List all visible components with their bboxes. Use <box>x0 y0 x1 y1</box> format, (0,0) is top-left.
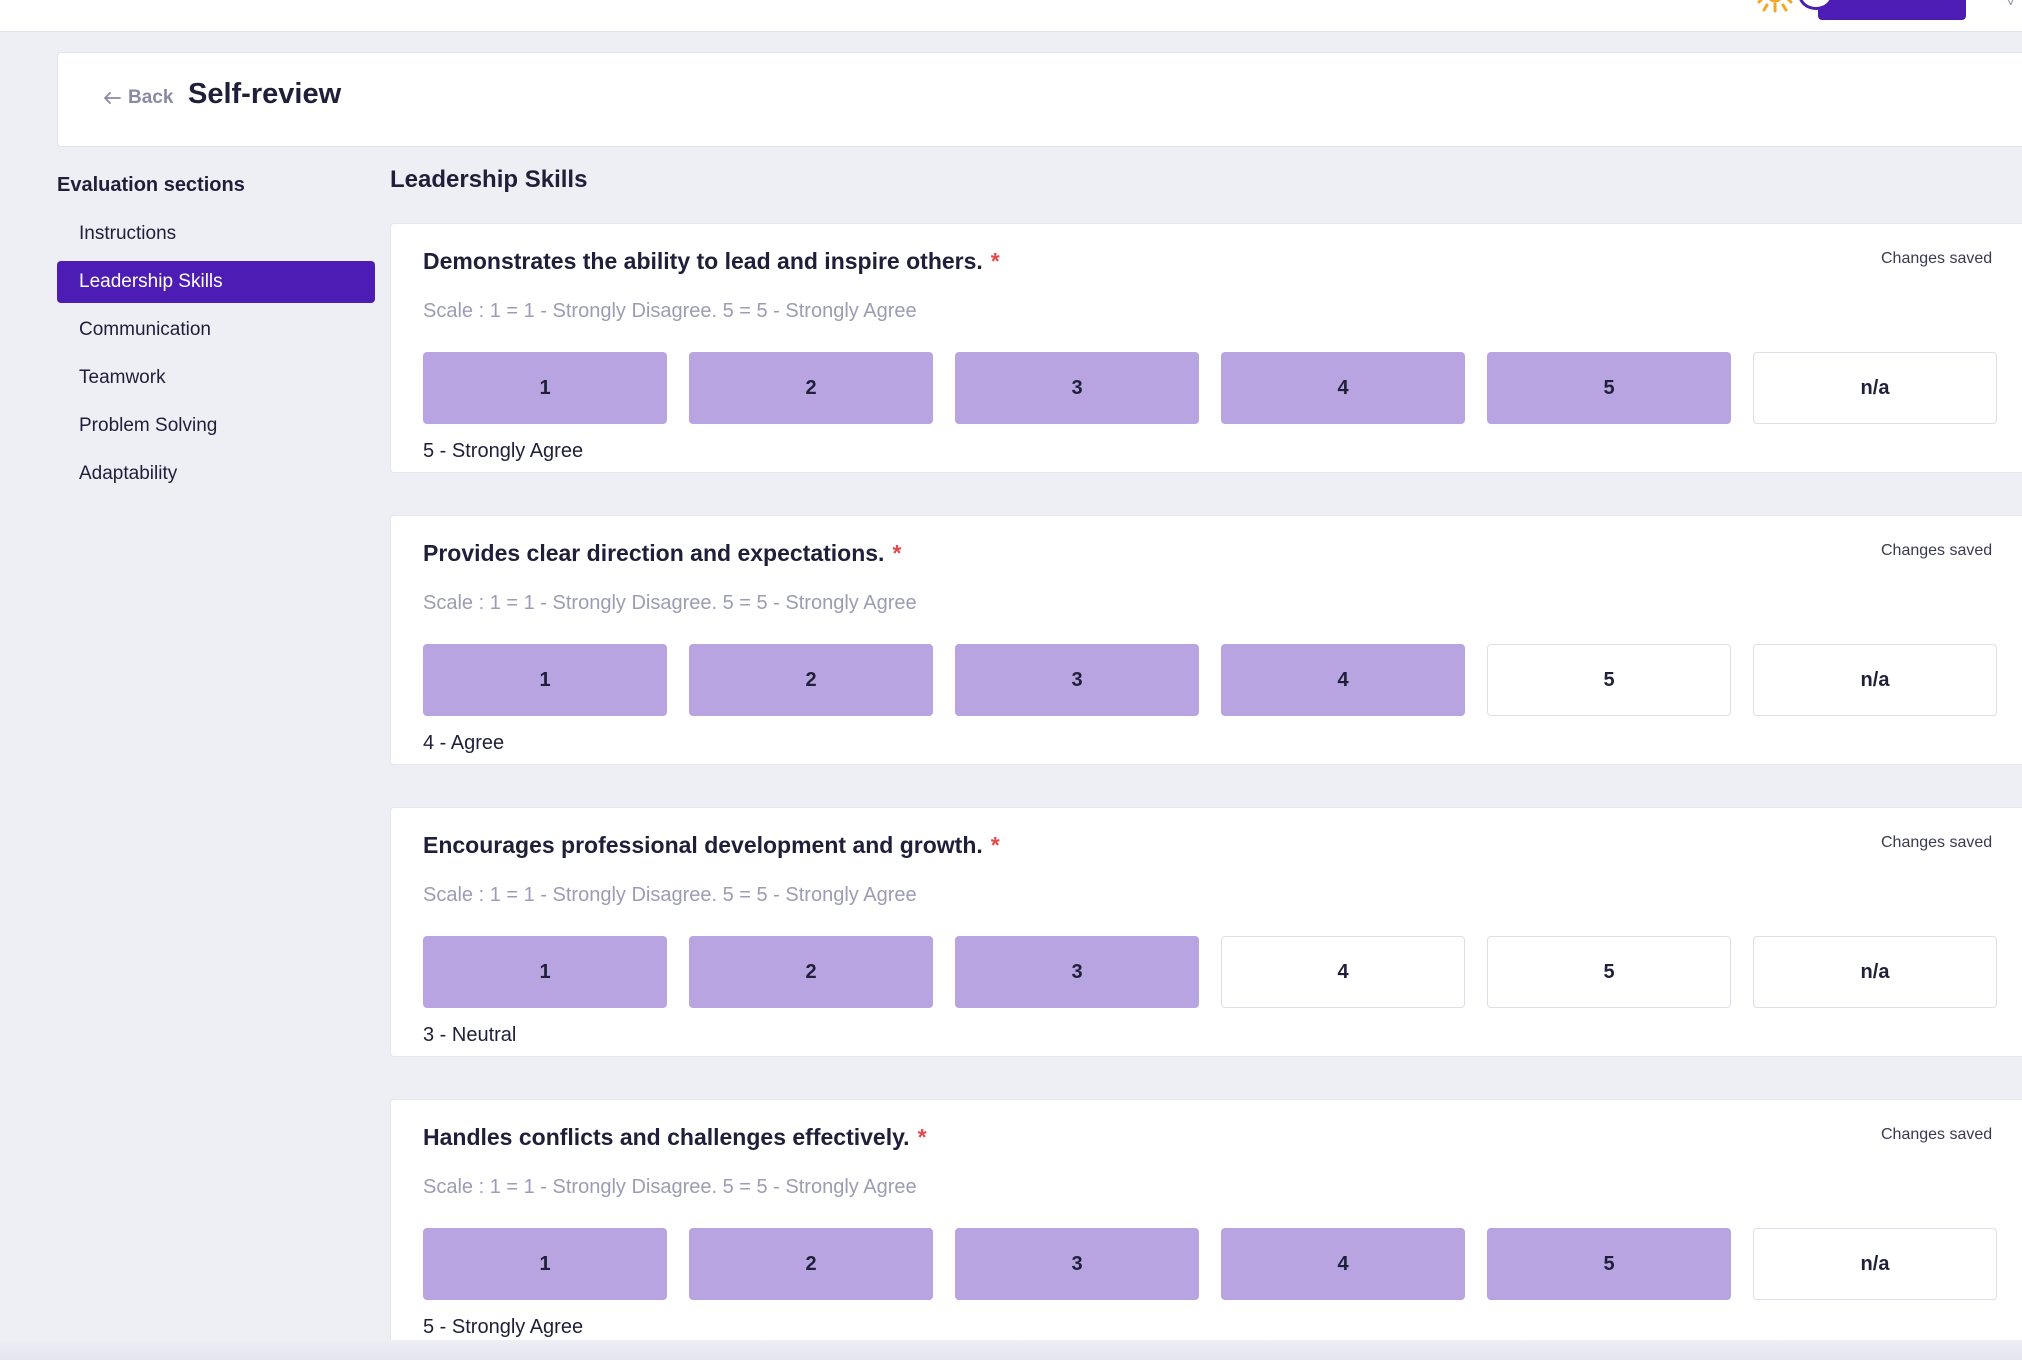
sidebar-item-adaptability[interactable]: Adaptability <box>79 463 178 484</box>
section-title: Leadership Skills <box>390 166 588 193</box>
sidebar-item-teamwork[interactable]: Teamwork <box>79 367 166 388</box>
selected-rating-label: 4 - Agree <box>423 732 505 754</box>
selected-rating-label: 3 - Neutral <box>423 1024 517 1046</box>
rating-option-1[interactable]: 1 <box>423 644 667 716</box>
back-label: Back <box>128 87 174 108</box>
rating-options: 1 2 3 4 5 n/a <box>423 644 2022 716</box>
arrow-left-icon <box>104 92 121 104</box>
selected-rating-label: 5 - Strongly Agree <box>423 440 584 462</box>
sun-icon[interactable] <box>1757 0 1793 14</box>
rating-option-4[interactable]: 4 <box>1221 1228 1465 1300</box>
rating-option-3[interactable]: 3 <box>955 352 1199 424</box>
required-marker: * <box>990 832 1000 858</box>
evaluation-sections-sidebar: Evaluation sections Instructions Leaders… <box>57 170 375 501</box>
sidebar-item-instructions[interactable]: Instructions <box>79 223 177 244</box>
rating-option-5[interactable]: 5 <box>1487 1228 1731 1300</box>
rating-option-2[interactable]: 2 <box>689 1228 933 1300</box>
rating-option-5[interactable]: 5 <box>1487 352 1731 424</box>
top-bar: ˅ <box>0 0 2022 32</box>
scale-description: Scale : 1 = 1 - Strongly Disagree. 5 = 5… <box>423 884 917 906</box>
question-title: Provides clear direction and expectation… <box>423 540 901 567</box>
rating-option-2[interactable]: 2 <box>689 352 933 424</box>
page-header: Back Self-review <box>57 52 2022 147</box>
rating-options: 1 2 3 4 5 n/a <box>423 352 2022 424</box>
question-card: Handles conflicts and challenges effecti… <box>390 1099 2022 1349</box>
question-text: Encourages professional development and … <box>423 832 983 858</box>
rating-options: 1 2 3 4 5 n/a <box>423 936 2022 1008</box>
scale-description: Scale : 1 = 1 - Strongly Disagree. 5 = 5… <box>423 592 917 614</box>
save-status: Changes saved <box>1881 834 1993 851</box>
rating-option-3[interactable]: 3 <box>955 644 1199 716</box>
question-card: Encourages professional development and … <box>390 807 2022 1057</box>
rating-option-na[interactable]: n/a <box>1753 1228 1997 1300</box>
selected-rating-label: 5 - Strongly Agree <box>423 1316 584 1338</box>
sidebar-item-communication[interactable]: Communication <box>79 319 211 340</box>
question-text: Provides clear direction and expectation… <box>423 540 885 566</box>
question-title: Demonstrates the ability to lead and ins… <box>423 248 1000 275</box>
rating-option-3[interactable]: 3 <box>955 936 1199 1008</box>
rating-option-4[interactable]: 4 <box>1221 644 1465 716</box>
save-status: Changes saved <box>1881 1126 1993 1143</box>
rating-option-1[interactable]: 1 <box>423 1228 667 1300</box>
question-card: Provides clear direction and expectation… <box>390 515 2022 765</box>
question-card: Demonstrates the ability to lead and ins… <box>390 223 2022 473</box>
rating-option-4[interactable]: 4 <box>1221 352 1465 424</box>
rating-option-5[interactable]: 5 <box>1487 644 1731 716</box>
sidebar-heading: Evaluation sections <box>57 174 245 196</box>
rating-option-na[interactable]: n/a <box>1753 936 1997 1008</box>
rating-option-4[interactable]: 4 <box>1221 936 1465 1008</box>
rating-options: 1 2 3 4 5 n/a <box>423 1228 2022 1300</box>
rating-option-na[interactable]: n/a <box>1753 644 1997 716</box>
scale-description: Scale : 1 = 1 - Strongly Disagree. 5 = 5… <box>423 300 917 322</box>
page-title: Self-review <box>188 78 342 110</box>
required-marker: * <box>892 540 902 566</box>
question-title: Handles conflicts and challenges effecti… <box>423 1124 927 1151</box>
question-title: Encourages professional development and … <box>423 832 1000 859</box>
rating-option-5[interactable]: 5 <box>1487 936 1731 1008</box>
sidebar-item-leadership-skills[interactable]: Leadership Skills <box>57 261 375 303</box>
rating-option-na[interactable]: n/a <box>1753 352 1997 424</box>
rating-option-1[interactable]: 1 <box>423 936 667 1008</box>
required-marker: * <box>917 1124 927 1150</box>
question-text: Handles conflicts and challenges effecti… <box>423 1124 910 1150</box>
chevron-down-icon[interactable]: ˅ <box>2006 0 2016 11</box>
top-action-button[interactable] <box>1818 0 1966 20</box>
back-link[interactable]: Back <box>102 87 173 109</box>
bottom-fade <box>0 1340 2022 1360</box>
required-marker: * <box>990 248 1000 274</box>
scale-description: Scale : 1 = 1 - Strongly Disagree. 5 = 5… <box>423 1176 917 1198</box>
sidebar-item-problem-solving[interactable]: Problem Solving <box>79 415 218 436</box>
rating-option-2[interactable]: 2 <box>689 644 933 716</box>
rating-option-2[interactable]: 2 <box>689 936 933 1008</box>
save-status: Changes saved <box>1881 542 1993 559</box>
rating-option-1[interactable]: 1 <box>423 352 667 424</box>
question-text: Demonstrates the ability to lead and ins… <box>423 248 983 274</box>
save-status: Changes saved <box>1881 250 1993 267</box>
rating-option-3[interactable]: 3 <box>955 1228 1199 1300</box>
